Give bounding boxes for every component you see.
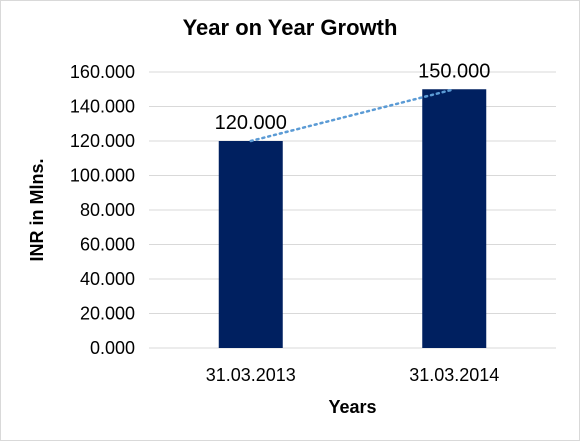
y-tick-label: 140.000: [70, 97, 135, 117]
bar: [218, 141, 283, 348]
y-tick-label: 60.000: [80, 235, 135, 255]
y-axis-title: INR in Mlns.: [27, 159, 47, 262]
x-tick-label: 31.03.2014: [409, 365, 499, 385]
y-tick-label: 0.000: [90, 338, 135, 358]
data-label: 120.000: [215, 112, 287, 134]
y-tick-label: 80.000: [80, 200, 135, 220]
y-tick-label: 120.000: [70, 131, 135, 151]
trendline: [249, 88, 456, 143]
y-tick-label: 40.000: [80, 269, 135, 289]
y-tick-label: 160.000: [70, 62, 135, 82]
x-axis-title: Years: [328, 397, 376, 417]
y-tick-label: 100.000: [70, 166, 135, 186]
bar: [422, 89, 487, 348]
data-label: 150.000: [418, 60, 490, 82]
y-tick-label: 20.000: [80, 304, 135, 324]
x-tick-label: 31.03.2013: [206, 365, 296, 385]
chart-title: Year on Year Growth: [182, 15, 398, 40]
